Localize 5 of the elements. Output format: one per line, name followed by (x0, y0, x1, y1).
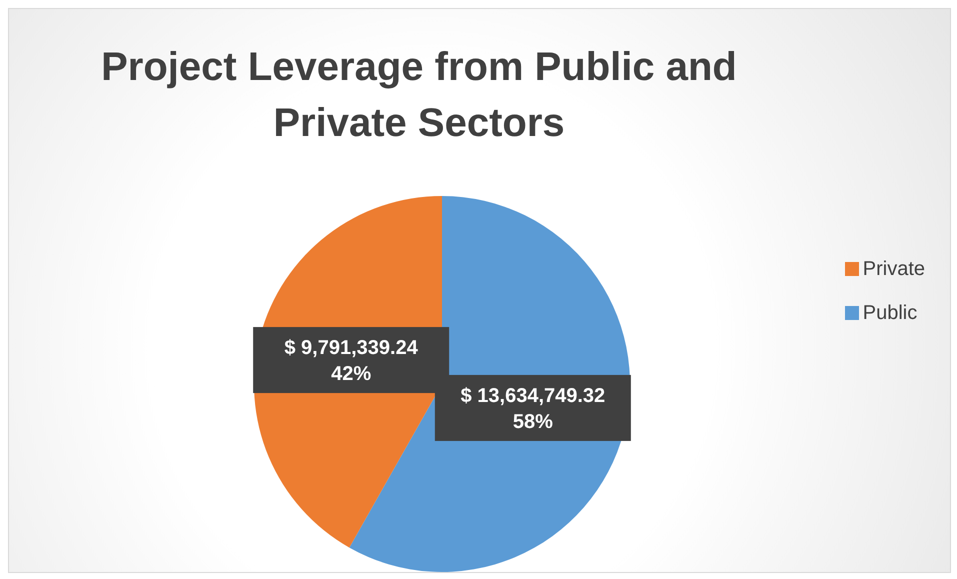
chart-title: Project Leverage from Public and Private Sectors (100, 44, 738, 147)
legend-label: Private (862, 258, 925, 280)
legend-label: Public (862, 302, 918, 324)
data-label: $ 9,791,339.24 42% (284, 337, 419, 386)
data-label: $ 13,634,749.32 58% (460, 384, 606, 433)
